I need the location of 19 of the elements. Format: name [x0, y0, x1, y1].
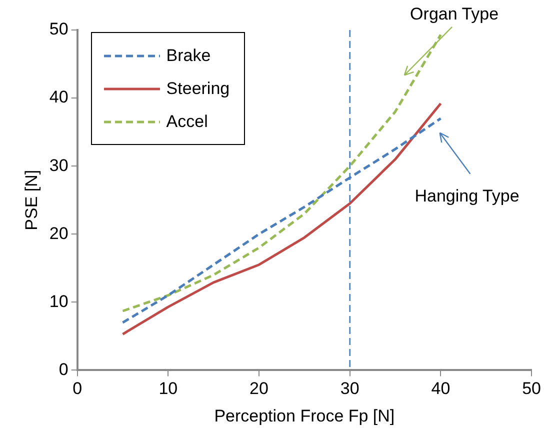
legend-label: Accel [166, 112, 208, 132]
y-tick-label: 0 [58, 360, 68, 379]
y-tick-label: 10 [49, 292, 68, 311]
legend-label: Brake [166, 46, 211, 66]
x-tick-label: 50 [522, 379, 542, 398]
y-tick-label: 20 [49, 224, 68, 243]
y-tick-label: 40 [49, 88, 68, 107]
x-tick-label: 40 [431, 379, 450, 398]
legend-label: Steering [166, 78, 230, 98]
x-tick-label: 20 [250, 379, 268, 398]
y-tick-label: 30 [49, 156, 68, 175]
x-tick-label: 10 [158, 379, 178, 398]
y-axis-title: PSE [N] [22, 170, 41, 230]
x-tick-label: 30 [340, 379, 360, 398]
text: Organ Type [410, 4, 499, 24]
x-axis-title: Perception Froce Fp [N] [214, 406, 395, 426]
x-tick-label: 0 [72, 379, 82, 398]
annotation: Hanging Type [414, 186, 520, 206]
y-tick-label: 50 [49, 20, 68, 39]
